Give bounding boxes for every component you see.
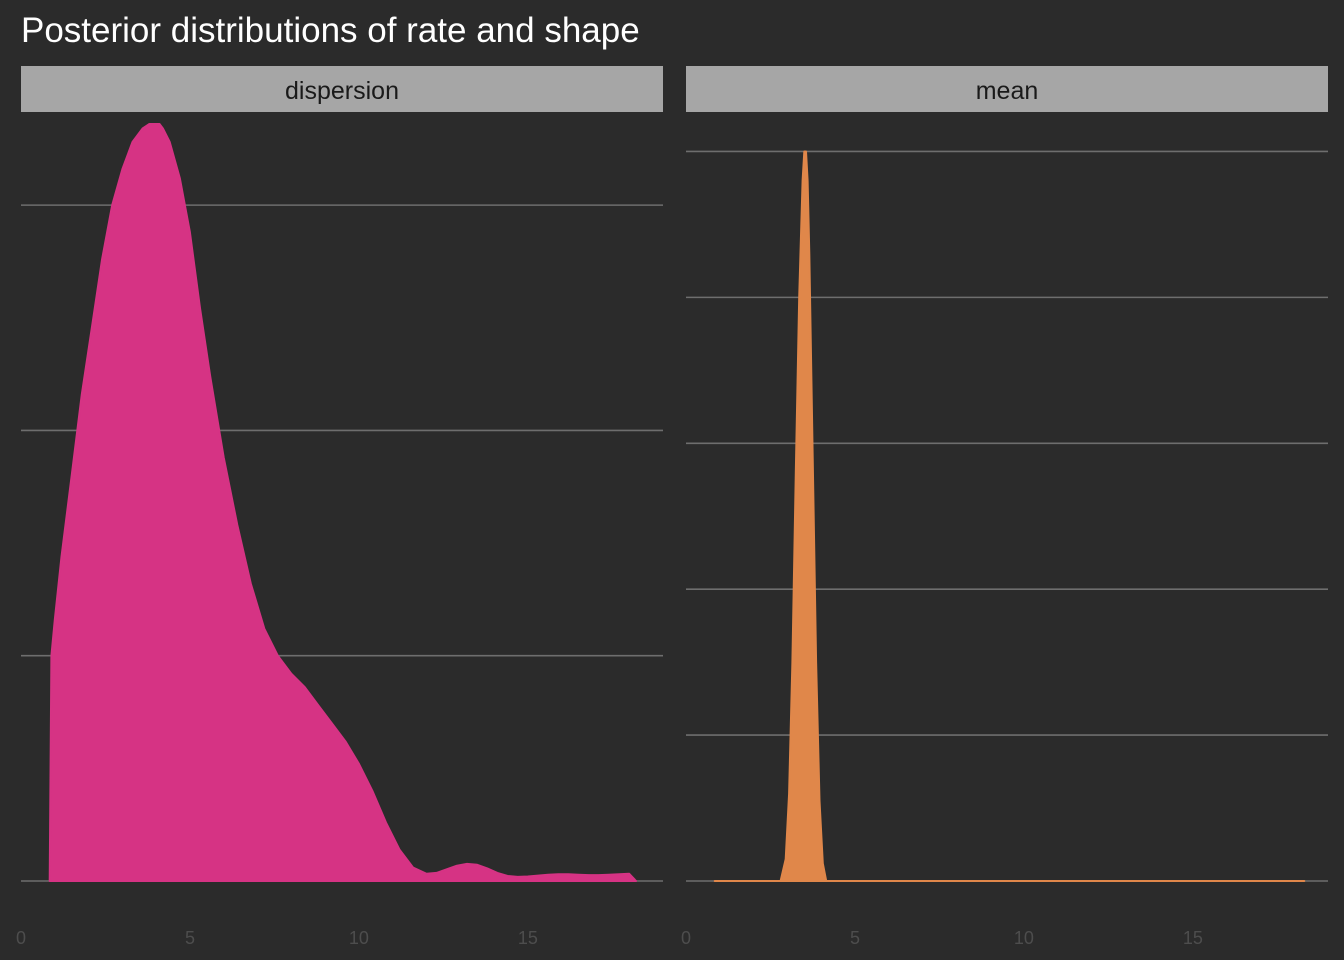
x-tick-label: 10 (349, 928, 369, 948)
panel-strip (686, 66, 1328, 112)
x-tick-label: 0 (16, 928, 26, 948)
x-tick-label: 5 (185, 928, 195, 948)
chart-panels: dispersion 0 5 10 15 mean 0 5 10 15 (16, 66, 1328, 948)
panel-strip-label: dispersion (285, 77, 399, 105)
x-tick-label: 0 (681, 928, 691, 948)
chart-title: Posterior distributions of rate and shap… (21, 11, 640, 50)
panel-strip-label: mean (976, 77, 1039, 105)
x-tick-label: 10 (1014, 928, 1034, 948)
panel-strip (21, 66, 663, 112)
panel-dispersion: dispersion 0 5 10 15 (16, 66, 663, 948)
panel-mean: mean 0 5 10 15 (681, 66, 1328, 948)
x-tick-label: 15 (1183, 928, 1203, 948)
x-tick-label: 15 (518, 928, 538, 948)
density-area-mean (713, 150, 1306, 882)
density-area-dispersion (48, 123, 637, 882)
x-tick-label: 5 (850, 928, 860, 948)
